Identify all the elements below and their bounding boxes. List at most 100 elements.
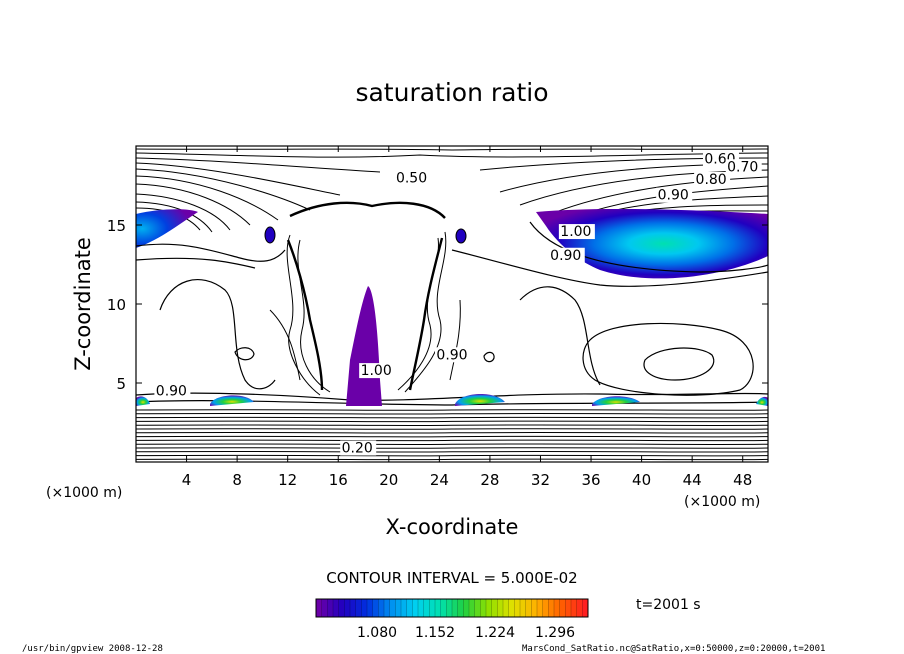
- colorbar-segment: [480, 599, 487, 617]
- colorbar-segment: [367, 599, 374, 617]
- colorbar-segment: [565, 599, 572, 617]
- colorbar-segment: [435, 599, 442, 617]
- x-tick-label: 28: [480, 471, 499, 489]
- plot-area: 0.600.700.800.900.500.901.000.900.901.00…: [136, 146, 768, 462]
- colorbar-segment: [576, 599, 583, 617]
- small-blue-spot-left: [264, 226, 276, 244]
- bottom-contour-line: [136, 420, 768, 423]
- contour-label: 0.90: [156, 384, 187, 400]
- colorbar-tick-label: 1.152: [415, 625, 455, 641]
- colorbar-segment: [372, 599, 379, 617]
- colorbar-segment: [497, 599, 504, 617]
- bottom-contour-line: [136, 458, 768, 461]
- bottom-contour-line: [136, 409, 768, 411]
- contour-label-bg: [359, 363, 396, 379]
- x-tick-label: 12: [278, 471, 297, 489]
- time-label: t=2001 s: [636, 597, 701, 613]
- colorbar-segment: [440, 599, 447, 617]
- footer-left: /usr/bin/gpview 2008-12-28: [22, 644, 163, 654]
- colorbar-segment: [452, 599, 459, 617]
- colorbar-segment: [463, 599, 470, 617]
- plume-dense-contours: [286, 201, 446, 391]
- contour-label: 0.80: [696, 172, 727, 188]
- colorbar-segment: [350, 599, 357, 617]
- colorbar: [315, 598, 589, 618]
- x-axis: 4 8 12 16 20 24 28 32 36 40 44 48: [182, 146, 752, 489]
- colorbar-segment: [525, 599, 532, 617]
- colorbar-segment: [486, 599, 493, 617]
- bottom-contour-line: [136, 432, 768, 434]
- colorbar-segment: [469, 599, 476, 617]
- bottom-contour-lines: [136, 409, 768, 461]
- bottom-contour-line: [136, 413, 768, 415]
- contour-label: 0.70: [727, 159, 758, 175]
- contour-interval: CONTOUR INTERVAL = 5.000E-02: [326, 569, 577, 587]
- x-tick-label: 16: [329, 471, 348, 489]
- colorbar-segment: [514, 599, 521, 617]
- colorbar-segment: [378, 599, 385, 617]
- colorbar-frame: [315, 598, 589, 618]
- colorbar-segment: [418, 599, 425, 617]
- contour-label: 0.20: [342, 441, 373, 457]
- colorbar-segment: [389, 599, 396, 617]
- colorbar-segment: [321, 599, 328, 617]
- colorbar-segment: [508, 599, 515, 617]
- colorbar-segment: [537, 599, 544, 617]
- x-tick-label: 32: [531, 471, 550, 489]
- contour-label: 0.90: [658, 188, 689, 204]
- contour-label-bg: [435, 347, 471, 363]
- x-unit-left: (×1000 m): [46, 485, 122, 501]
- contour-label: 1.00: [560, 224, 591, 240]
- contour-label-bg: [154, 383, 191, 399]
- colorbar-segment: [520, 599, 527, 617]
- colorbar-segment: [531, 599, 538, 617]
- colorbar-segment: [361, 599, 368, 617]
- colorbar-segment: [503, 599, 510, 617]
- colorbar-segment: [412, 599, 419, 617]
- bottom-contour-line: [136, 428, 768, 430]
- colorbar-segment: [554, 599, 561, 617]
- colorbar-segment: [542, 599, 549, 617]
- colorbar-segment: [401, 599, 408, 617]
- bottom-contour-line: [136, 424, 768, 426]
- y-axis-title: Z-coordinate: [71, 237, 95, 371]
- y-tick-label: 5: [116, 375, 126, 393]
- x-tick-label: 36: [581, 471, 600, 489]
- colorbar-segment: [457, 599, 464, 617]
- x-tick-label: 20: [379, 471, 398, 489]
- colorbar-segment: [338, 599, 345, 617]
- x-tick-label: 8: [232, 471, 242, 489]
- contour-label: 0.90: [436, 347, 467, 363]
- colorbar-segment: [327, 599, 334, 617]
- contour-label: 0.50: [396, 170, 427, 186]
- chart-title: saturation ratio: [355, 78, 548, 107]
- bottom-contour-line: [136, 443, 768, 445]
- colorbar-tick-label: 1.296: [535, 625, 575, 641]
- contour-labels: 0.600.700.800.900.500.901.000.900.901.00…: [154, 151, 762, 457]
- y-tick-label: 15: [107, 217, 126, 235]
- small-blue-spot-right: [455, 228, 467, 244]
- contour-label-bg: [394, 170, 431, 186]
- colorbar-segment: [429, 599, 436, 617]
- contour-label-bg: [558, 224, 595, 240]
- contour-label-bg: [725, 159, 762, 175]
- contour-label-bg: [656, 187, 693, 203]
- colorbar-segment: [344, 599, 351, 617]
- colorbar-segment: [582, 599, 589, 617]
- contour-label-bg: [340, 440, 377, 456]
- colorbar-segment: [333, 599, 340, 617]
- colorbar-segment: [491, 599, 498, 617]
- colorbar-segment: [571, 599, 578, 617]
- colorbar-segment: [474, 599, 481, 617]
- bottom-contour-line: [136, 435, 768, 438]
- colorbar-segment: [559, 599, 566, 617]
- contour-label: 1.00: [361, 363, 392, 379]
- x-unit-right: (×1000 m): [684, 494, 760, 510]
- x-tick-label: 40: [632, 471, 651, 489]
- contour-label-bg: [694, 171, 731, 187]
- colorbar-segment: [355, 599, 362, 617]
- bottom-contour-line: [136, 416, 768, 419]
- colorbar-segment: [316, 599, 323, 617]
- x-tick-label: 48: [733, 471, 752, 489]
